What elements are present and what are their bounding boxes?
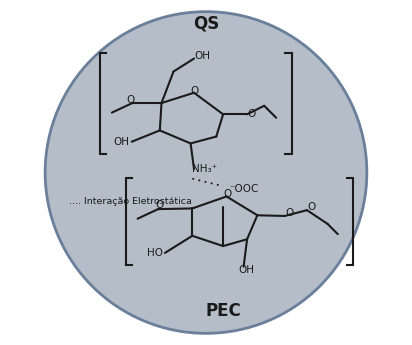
Text: HO: HO bbox=[147, 248, 163, 258]
Text: ⁻OOC: ⁻OOC bbox=[229, 184, 259, 194]
Text: PEC: PEC bbox=[205, 302, 241, 320]
Text: O: O bbox=[307, 202, 315, 212]
Text: OH: OH bbox=[239, 265, 254, 275]
Text: O: O bbox=[156, 200, 164, 210]
Text: O: O bbox=[223, 189, 232, 199]
Text: OH: OH bbox=[194, 51, 211, 61]
Text: QS: QS bbox=[193, 14, 219, 33]
Text: O: O bbox=[190, 86, 198, 96]
Text: .... Interação Eletrostática: .... Interação Eletrostática bbox=[69, 197, 192, 206]
Text: O: O bbox=[126, 95, 135, 105]
Text: NH₃⁺: NH₃⁺ bbox=[192, 164, 217, 174]
Text: O: O bbox=[247, 109, 255, 119]
Ellipse shape bbox=[45, 12, 367, 333]
Text: OH: OH bbox=[113, 137, 129, 147]
Text: O: O bbox=[285, 208, 293, 218]
